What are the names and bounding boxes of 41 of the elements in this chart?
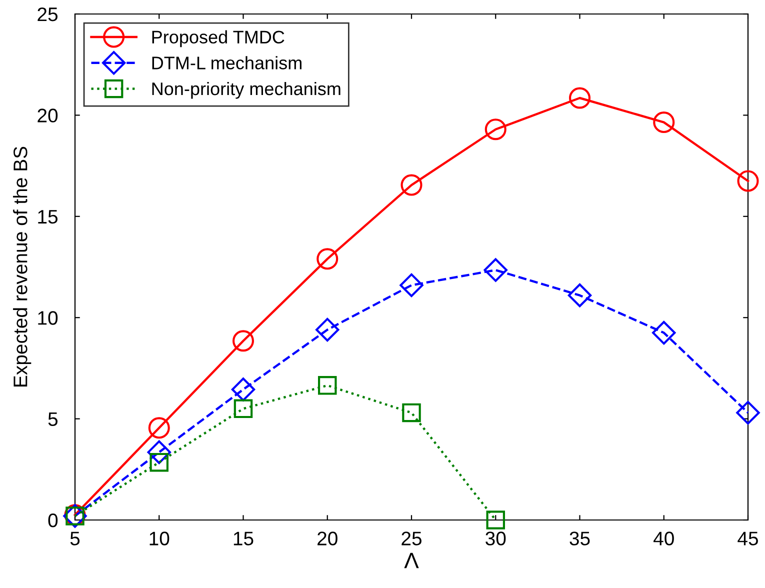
point [316,248,338,270]
point [148,417,170,439]
x-tick-label: 5 [70,532,80,546]
y-tick-label: 5 [48,412,58,426]
point [400,273,424,298]
point [232,330,254,352]
point [402,403,421,422]
point [486,510,506,530]
x-tick-label: 20 [318,532,338,546]
x-axis-title: Λ [404,552,419,568]
x-tick-label: 15 [234,532,254,546]
point [318,376,337,395]
y-tick-label: 15 [38,210,58,224]
y-tick-label: 0 [48,513,58,528]
point [737,170,759,192]
y-tick-label: 25 [38,7,58,22]
legend-label: Non-priority mechanism [152,82,340,99]
point [568,283,592,308]
point [400,174,422,196]
point [652,320,676,345]
y-tick-label: 20 [38,108,58,122]
point [231,378,256,402]
x-tick-label: 35 [570,532,590,546]
x-tick-label: 40 [654,532,674,546]
x-tick-label: 30 [486,532,506,546]
point [150,452,169,472]
legend-label: DTM-L mechanism [152,56,302,70]
point [568,87,591,109]
x-tick-label: 25 [402,532,422,546]
point [484,258,508,282]
point [736,400,760,425]
legend-label: Proposed TMDC [152,30,284,48]
y-tick-label: 10 [38,311,58,325]
point [316,318,340,342]
y-axis-title: Expected revenue of the BS [13,146,32,386]
point [653,112,675,134]
x-tick-label: 10 [150,532,170,546]
x-tick-label: 45 [738,532,758,546]
point [234,399,253,418]
point [147,440,171,464]
point [484,118,506,140]
